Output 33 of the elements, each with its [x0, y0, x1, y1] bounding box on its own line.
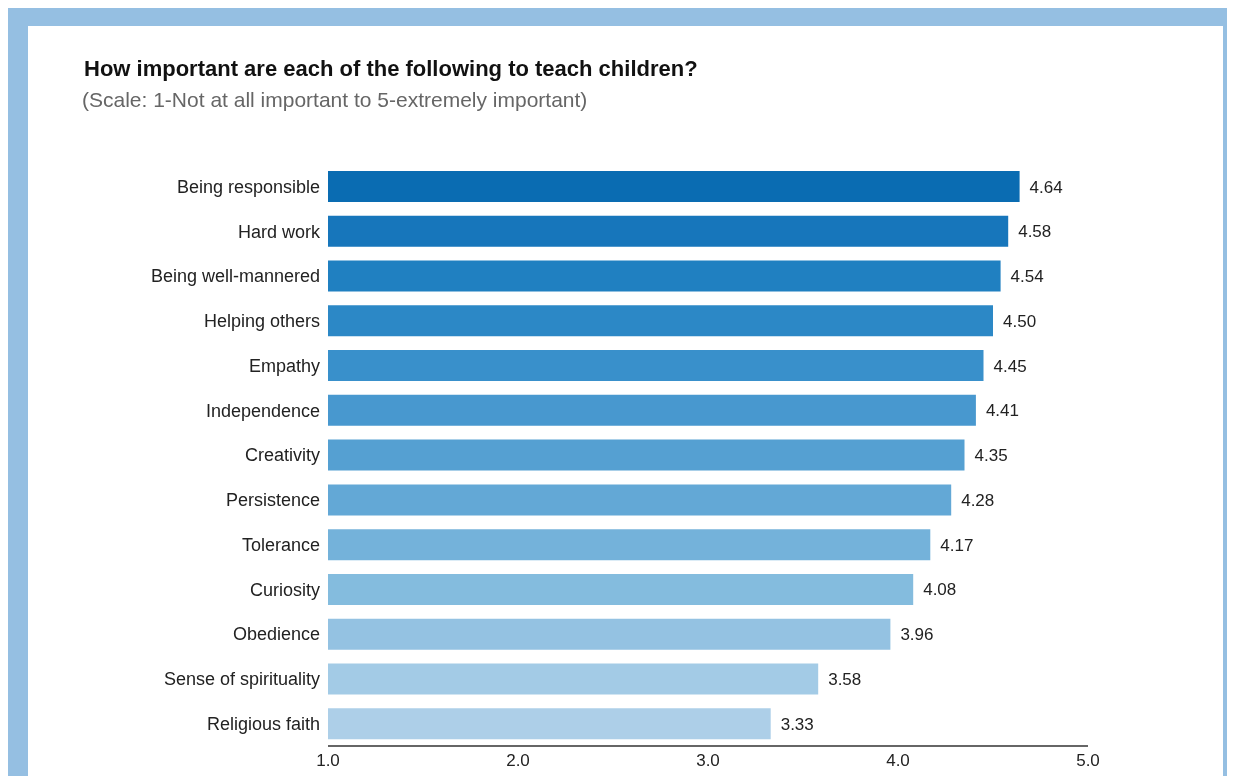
- data-label: 4.64: [1029, 177, 1063, 197]
- chart-subtitle: (Scale: 1-Not at all important to 5-extremely important): [82, 88, 588, 112]
- data-label: 3.58: [828, 670, 862, 689]
- data-label: 4.58: [1018, 222, 1052, 242]
- data-label: 4.28: [961, 490, 995, 510]
- y-tick-label: Hard work: [237, 221, 321, 242]
- x-tick-label: 1.0: [316, 751, 340, 771]
- data-label: 4.50: [1003, 311, 1037, 331]
- y-tick-label: Persistence: [225, 490, 320, 511]
- x-tick-label: 2.0: [506, 751, 530, 771]
- x-tick-label: 3.0: [696, 751, 720, 771]
- data-label: 4.35: [974, 446, 1008, 466]
- y-tick-label: Being well-mannered: [150, 266, 320, 287]
- y-tick-label: Curiosity: [249, 579, 320, 600]
- data-label: 4.54: [1010, 267, 1044, 287]
- data-label: 3.33: [780, 714, 814, 734]
- y-tick-label: Religious faith: [206, 714, 320, 735]
- data-label: 4.17: [940, 535, 974, 555]
- data-label: 4.45: [993, 356, 1027, 376]
- y-tick-label: Sense of spirituality: [163, 669, 320, 690]
- data-label: 3.96: [900, 625, 934, 645]
- data-label: 4.08: [923, 580, 957, 600]
- x-tick-label: 5.0: [1076, 751, 1100, 771]
- y-tick-label: Obedience: [232, 624, 320, 645]
- y-tick-label: Empathy: [248, 355, 320, 376]
- y-tick-label: Being responsible: [176, 176, 320, 197]
- chart-title: How important are each of the following to teach children?: [84, 56, 698, 82]
- x-tick-label: 4.0: [886, 751, 910, 771]
- data-label: 4.41: [985, 401, 1019, 421]
- y-tick-label: Tolerance: [241, 534, 320, 555]
- y-tick-label: Independence: [205, 400, 320, 421]
- y-tick-label: Helping others: [203, 311, 320, 332]
- y-tick-label: Creativity: [244, 445, 320, 466]
